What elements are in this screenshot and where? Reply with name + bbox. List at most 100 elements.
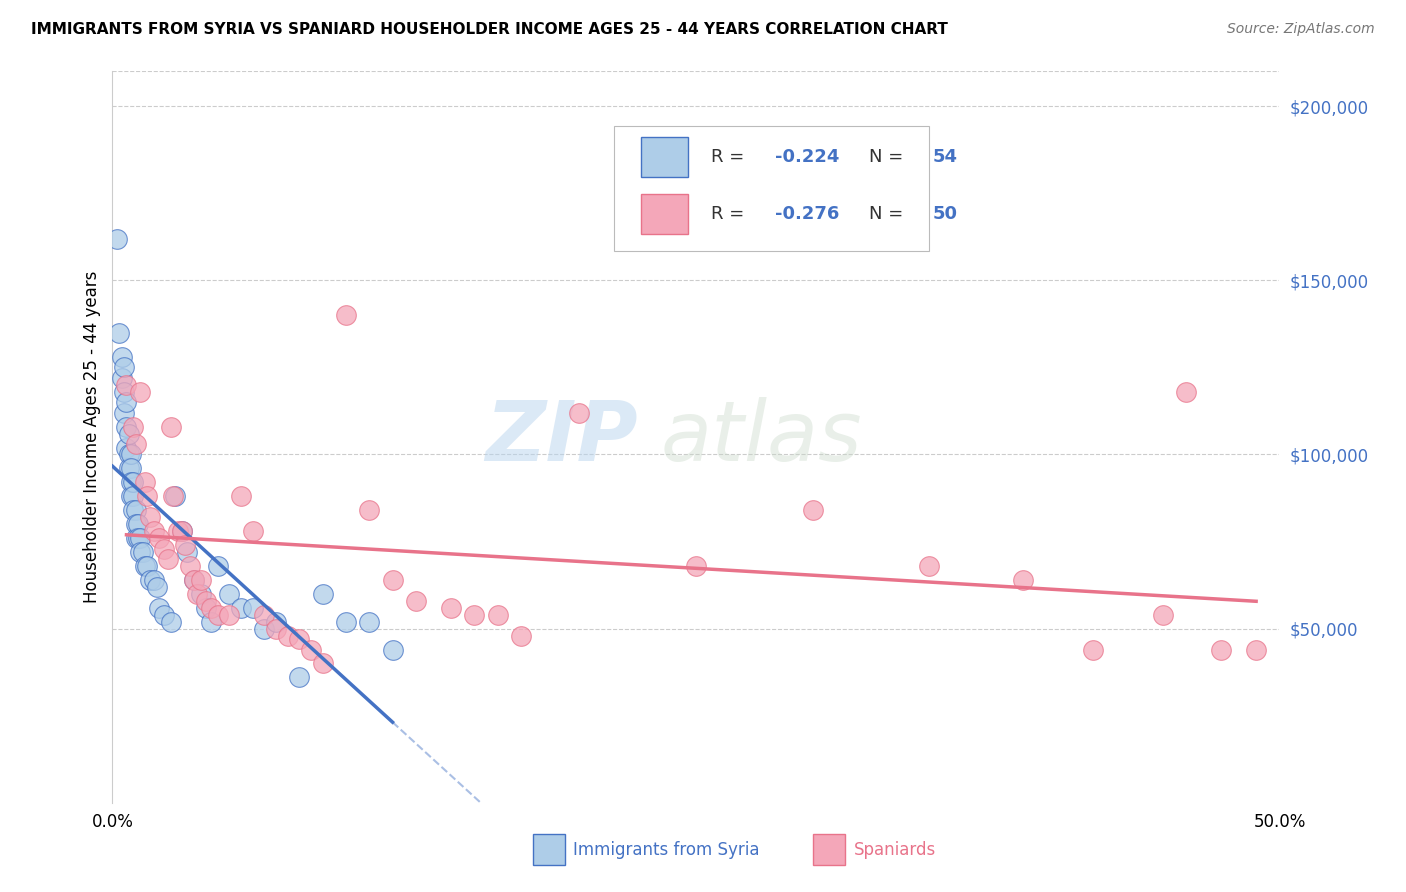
Point: [122, 489, 145, 503]
Point: [179, 558, 201, 573]
Point: [127, 531, 149, 545]
Point: [1175, 384, 1198, 399]
Text: R =: R =: [711, 148, 751, 166]
Text: Immigrants from Syria: Immigrants from Syria: [574, 840, 759, 859]
Point: [139, 510, 162, 524]
Point: [125, 503, 148, 517]
Point: [1081, 642, 1104, 657]
Point: [311, 587, 333, 601]
Point: [118, 426, 141, 441]
Point: [200, 600, 222, 615]
Point: [129, 531, 152, 545]
Point: [183, 573, 205, 587]
Point: [118, 448, 141, 462]
Point: [173, 538, 195, 552]
Point: [136, 489, 159, 503]
Point: [801, 503, 824, 517]
Point: [242, 600, 264, 615]
FancyBboxPatch shape: [813, 834, 845, 865]
Point: [1244, 642, 1267, 657]
Point: [176, 545, 198, 559]
Point: [112, 360, 135, 375]
Point: [160, 419, 183, 434]
Text: -0.224: -0.224: [775, 148, 839, 166]
Point: [509, 629, 531, 643]
Point: [120, 448, 142, 462]
Point: [183, 573, 205, 587]
Point: [120, 461, 142, 475]
Text: 50: 50: [932, 204, 957, 223]
Point: [122, 475, 145, 490]
Point: [115, 377, 138, 392]
Point: [146, 580, 169, 594]
Point: [242, 524, 264, 538]
Point: [1209, 642, 1232, 657]
Point: [381, 573, 404, 587]
Point: [1011, 573, 1033, 587]
Point: [165, 489, 187, 503]
Point: [440, 600, 463, 615]
Point: [134, 475, 156, 490]
Point: [381, 642, 404, 657]
Point: [127, 517, 149, 532]
Text: N =: N =: [869, 204, 908, 223]
Point: [105, 231, 128, 245]
Point: [148, 600, 170, 615]
Point: [218, 607, 240, 622]
Point: [125, 517, 148, 532]
Text: -0.276: -0.276: [775, 204, 839, 223]
Point: [288, 632, 311, 646]
Point: [253, 622, 276, 636]
Point: [148, 531, 170, 545]
Point: [299, 642, 322, 657]
FancyBboxPatch shape: [533, 834, 565, 865]
Point: [139, 573, 162, 587]
FancyBboxPatch shape: [641, 137, 688, 178]
Point: [253, 607, 276, 622]
Point: [143, 524, 166, 538]
Point: [115, 395, 138, 409]
Point: [153, 607, 176, 622]
Point: [132, 545, 155, 559]
Point: [229, 600, 252, 615]
Point: [186, 587, 208, 601]
Point: [463, 607, 485, 622]
Point: [311, 657, 333, 671]
Point: [207, 558, 229, 573]
Point: [122, 503, 145, 517]
Point: [200, 615, 222, 629]
Point: [207, 607, 229, 622]
Point: [190, 573, 212, 587]
Point: [1152, 607, 1174, 622]
Text: atlas: atlas: [661, 397, 863, 477]
Text: 54: 54: [932, 148, 957, 166]
Point: [112, 406, 135, 420]
Point: [111, 371, 134, 385]
Point: [918, 558, 941, 573]
Point: [264, 615, 287, 629]
Point: [685, 558, 707, 573]
Point: [405, 594, 427, 608]
Point: [115, 419, 138, 434]
Point: [359, 503, 381, 517]
Point: [218, 587, 240, 601]
Text: R =: R =: [711, 204, 751, 223]
Point: [160, 615, 183, 629]
Point: [276, 629, 298, 643]
Point: [359, 615, 381, 629]
Point: [172, 524, 194, 538]
Point: [335, 308, 357, 322]
Point: [568, 406, 591, 420]
Point: [162, 489, 184, 503]
Point: [125, 531, 148, 545]
Point: [335, 615, 357, 629]
Point: [108, 326, 131, 340]
Text: Source: ZipAtlas.com: Source: ZipAtlas.com: [1227, 22, 1375, 37]
Point: [111, 350, 134, 364]
Point: [129, 545, 152, 559]
Point: [125, 437, 148, 451]
Point: [122, 419, 145, 434]
Y-axis label: Householder Income Ages 25 - 44 years: Householder Income Ages 25 - 44 years: [83, 271, 101, 603]
FancyBboxPatch shape: [641, 194, 688, 234]
Point: [120, 489, 142, 503]
